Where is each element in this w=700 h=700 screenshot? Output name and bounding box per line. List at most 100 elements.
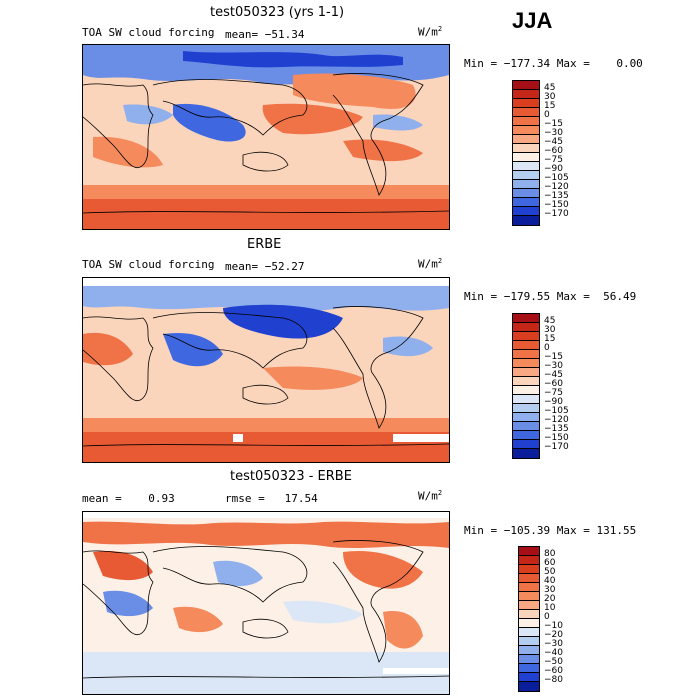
map-2-npacific-blue: [223, 304, 343, 339]
colorbar-1-swatch: [513, 108, 539, 117]
panel-3-units-sup: 2: [437, 489, 443, 497]
colorbar-3-swatch: [519, 655, 539, 664]
colorbar-1-tick-label: −90: [544, 164, 563, 174]
colorbar-3-swatch: [519, 673, 539, 682]
map-3-indian-red: [173, 606, 223, 633]
colorbar-3-swatch: [519, 637, 539, 646]
colorbar-2-swatch: [513, 422, 539, 431]
colorbar-1-swatch: [513, 126, 539, 135]
colorbar-3-tick-label: 50: [544, 567, 556, 577]
colorbar-3-tick-label: −80: [544, 675, 563, 685]
colorbar-3-tick-label: −30: [544, 639, 563, 649]
colorbar-2-swatch: [513, 386, 539, 395]
colorbar-1-tick-label: −135: [544, 191, 569, 201]
colorbar-3-swatch: [519, 619, 539, 628]
panel-1-mean: mean= −51.34: [225, 28, 305, 41]
map-1-southern-band-2: [83, 199, 449, 229]
colorbar-1-swatch: [513, 216, 539, 225]
colorbar-2-swatch: [513, 377, 539, 386]
map-1-coast-americas: [332, 73, 424, 196]
map-1-npacific: [293, 73, 416, 109]
colorbar-3-swatch: [519, 682, 539, 691]
panel-3-units-text: W/m: [418, 489, 438, 503]
colorbar-3-swatch: [519, 628, 539, 637]
map-1-coast-antarctica: [83, 210, 449, 214]
panel-3-map: [82, 511, 450, 695]
map-1-indian-convection: [173, 103, 246, 142]
colorbar-1-swatch: [513, 81, 539, 90]
colorbar-2-swatch: [513, 449, 539, 458]
colorbar-1-swatch: [513, 153, 539, 162]
map-1-arctic-core: [183, 51, 403, 68]
map-2-africa-red: [83, 332, 133, 366]
map-3-europe-red: [93, 550, 153, 581]
colorbar-3-tick-label: −40: [544, 648, 563, 658]
map-3-coast-australia: [242, 618, 289, 639]
map-2-southern-band-1: [83, 418, 449, 432]
colorbar-1-tick-label: 15: [544, 101, 556, 111]
colorbar-2-swatch: [513, 404, 539, 413]
map-3-samerica-red: [383, 611, 423, 649]
colorbar-2-tick-label: −105: [544, 406, 569, 416]
colorbar-1-swatch: [513, 135, 539, 144]
colorbar-2-swatch: [513, 341, 539, 350]
map-3-coastlines: [83, 540, 449, 679]
colorbar-1-tick-label: −60: [544, 146, 563, 156]
map-3-pacific-lightblue: [283, 600, 363, 624]
map-2-coast-australia: [242, 384, 289, 405]
colorbar-3-tick-label: 0: [544, 612, 550, 622]
colorbar-2-tick-label: 30: [544, 325, 556, 335]
colorbar-3-swatch: [519, 601, 539, 610]
colorbar-1-tick-label: 45: [544, 83, 556, 93]
panel-2-title: ERBE: [247, 237, 282, 252]
colorbar-2-tick-label: −75: [544, 388, 563, 398]
colorbar-3-tick-label: 10: [544, 603, 556, 613]
colorbar-2-swatch: [513, 413, 539, 422]
colorbar-1-tick-label: −45: [544, 137, 563, 147]
colorbar-2-swatch: [513, 350, 539, 359]
panel-1-units-sup: 2: [437, 25, 443, 33]
colorbar-2-swatch: [513, 440, 539, 449]
colorbar-1-swatch: [513, 117, 539, 126]
map-3-coast-antarctica: [83, 675, 449, 679]
colorbar-2-tick-label: −135: [544, 424, 569, 434]
colorbar-1-swatch: [513, 162, 539, 171]
colorbar-3-swatch: [519, 610, 539, 619]
map-3-missing-south: [383, 668, 449, 674]
panel-3-title: test050323 - ERBE: [230, 469, 352, 484]
colorbar-3-tick-label: 60: [544, 558, 556, 568]
colorbar-2-tick-label: −170: [544, 442, 569, 452]
colorbar-3-swatch: [519, 664, 539, 673]
panel-2-map-svg: [83, 278, 449, 462]
map-1-pacific-red: [262, 103, 363, 135]
map-2-missing-north: [83, 278, 449, 286]
colorbar-2-tick-label: 45: [544, 316, 556, 326]
colorbar-2-swatch: [513, 368, 539, 377]
map-2-missing-south-2: [233, 434, 243, 442]
panel-2-units-text: W/m: [418, 257, 438, 271]
colorbar-1-swatch: [513, 189, 539, 198]
panel-1-map-svg: [83, 45, 449, 229]
map-2-arctic-cloud: [83, 286, 449, 312]
colorbar-1-swatch: [513, 99, 539, 108]
colorbar-2-tick-label: −60: [544, 379, 563, 389]
colorbar-2-tick-label: −30: [544, 361, 563, 371]
map-1-africa-red: [93, 136, 163, 168]
colorbar-3-tick-label: −20: [544, 630, 563, 640]
colorbar-1-swatch: [513, 198, 539, 207]
panel-1-minmax: Min = −177.34 Max = 0.00: [464, 57, 643, 70]
panel-2-colorbar: [512, 313, 540, 459]
panel-2-units-sup: 2: [437, 257, 443, 265]
map-2-missing-south-1: [393, 434, 449, 442]
colorbar-2-swatch: [513, 431, 539, 440]
map-2-coast-americas: [332, 306, 424, 429]
colorbar-3-tick-label: 20: [544, 594, 556, 604]
colorbar-3-swatch: [519, 646, 539, 655]
colorbar-3-tick-label: 30: [544, 585, 556, 595]
colorbar-3-tick-label: 80: [544, 549, 556, 559]
map-3-arctic-diff: [83, 521, 449, 548]
colorbar-1-tick-label: −105: [544, 173, 569, 183]
map-3-coast-asia: [152, 546, 308, 603]
colorbar-2-tick-label: −45: [544, 370, 563, 380]
